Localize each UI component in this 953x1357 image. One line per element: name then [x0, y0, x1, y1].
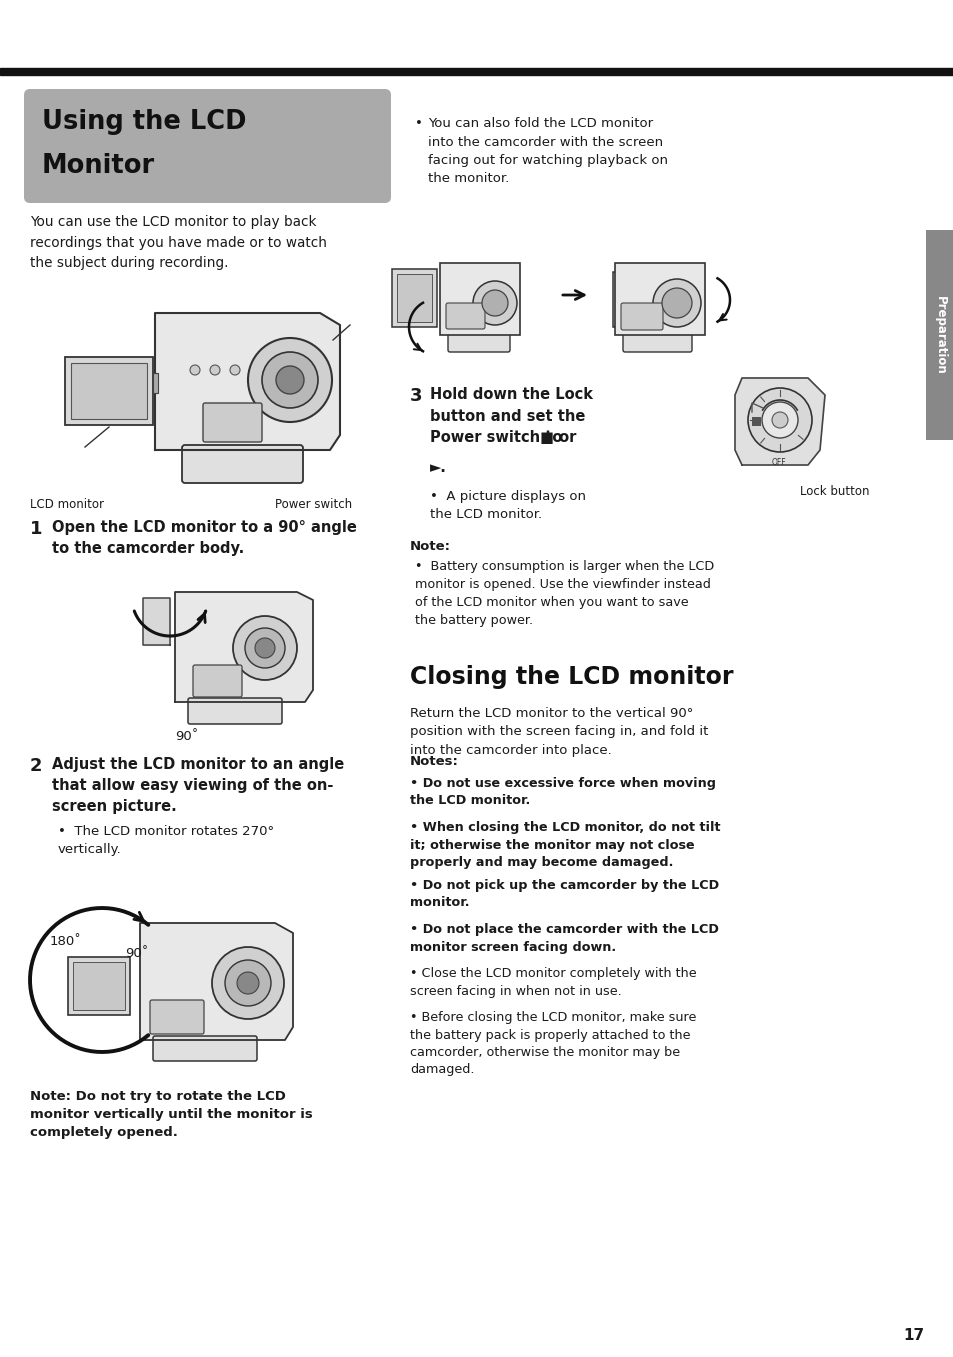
Circle shape [473, 281, 517, 324]
FancyBboxPatch shape [24, 90, 391, 204]
Text: Monitor: Monitor [42, 153, 155, 179]
Text: OFF: OFF [771, 459, 786, 467]
Circle shape [236, 972, 258, 993]
Text: #888888: #888888 [939, 332, 940, 338]
Bar [396, 274, 432, 322]
Text: 90˚: 90˚ [174, 730, 198, 744]
Text: Power switch: Power switch [274, 498, 352, 512]
Circle shape [248, 338, 332, 422]
Bar [68, 957, 130, 1015]
FancyBboxPatch shape [152, 1035, 256, 1061]
FancyBboxPatch shape [622, 331, 691, 351]
Text: Preparation: Preparation [933, 296, 945, 375]
Circle shape [210, 365, 220, 375]
Text: •  A picture displays on
the LCD monitor.: • A picture displays on the LCD monitor. [430, 490, 585, 521]
Circle shape [225, 959, 271, 1006]
Polygon shape [734, 379, 824, 465]
Text: 90˚: 90˚ [125, 947, 148, 959]
Text: You can also fold the LCD monitor
into the camcorder with the screen
facing out : You can also fold the LCD monitor into t… [428, 117, 667, 186]
Text: •  The LCD monitor rotates 270°
vertically.: • The LCD monitor rotates 270° verticall… [58, 825, 274, 856]
Text: • Close the LCD monitor completely with the
screen facing in when not in use.: • Close the LCD monitor completely with … [410, 968, 696, 997]
Text: LCD monitor: LCD monitor [30, 498, 104, 512]
Bar [392, 269, 436, 327]
Bar [152, 373, 158, 394]
Text: Note: Do not try to rotate the LCD
monitor vertically until the monitor is
compl: Note: Do not try to rotate the LCD monit… [30, 1090, 313, 1139]
Bar [65, 357, 152, 425]
Text: Return the LCD monitor to the vertical 90°
position with the screen facing in, a: Return the LCD monitor to the vertical 9… [410, 707, 708, 757]
Polygon shape [140, 923, 293, 1039]
Text: Note:: Note: [410, 540, 451, 554]
Text: 17: 17 [902, 1329, 923, 1343]
FancyBboxPatch shape [150, 1000, 204, 1034]
Bar [615, 263, 704, 335]
Circle shape [190, 365, 200, 375]
Text: 3: 3 [410, 387, 422, 404]
FancyBboxPatch shape [193, 665, 242, 697]
FancyBboxPatch shape [188, 697, 282, 725]
Text: Notes:: Notes: [410, 754, 458, 768]
Text: ►.: ►. [430, 460, 446, 475]
FancyBboxPatch shape [448, 331, 510, 351]
Circle shape [661, 288, 691, 318]
Circle shape [262, 351, 317, 408]
Text: Lock button: Lock button [800, 484, 868, 498]
Text: Closing the LCD monitor: Closing the LCD monitor [410, 665, 733, 689]
FancyBboxPatch shape [446, 303, 484, 328]
Circle shape [245, 628, 285, 668]
Circle shape [233, 616, 296, 680]
Text: 2: 2 [30, 757, 43, 775]
Polygon shape [143, 598, 170, 645]
Bar [0, 68, 953, 75]
Text: • Do not pick up the camcorder by the LCD
monitor.: • Do not pick up the camcorder by the LC… [410, 879, 719, 909]
Circle shape [212, 947, 284, 1019]
Bar [439, 263, 519, 335]
Bar [925, 229, 953, 440]
Text: Using the LCD: Using the LCD [42, 109, 246, 134]
Text: 180˚: 180˚ [50, 935, 82, 949]
Text: Hold down the Lock
button and set the
Power switch to: Hold down the Lock button and set the Po… [430, 387, 593, 445]
Circle shape [652, 280, 700, 327]
Circle shape [254, 638, 274, 658]
FancyBboxPatch shape [203, 403, 262, 442]
Text: • When closing the LCD monitor, do not tilt
it; otherwise the monitor may not cl: • When closing the LCD monitor, do not t… [410, 821, 720, 868]
Text: Open the LCD monitor to a 90° angle
to the camcorder body.: Open the LCD monitor to a 90° angle to t… [52, 520, 356, 556]
Bar [613, 271, 624, 327]
FancyBboxPatch shape [620, 303, 662, 330]
Polygon shape [154, 313, 339, 451]
Bar [751, 417, 760, 426]
Text: You can use the LCD monitor to play back
recordings that you have made or to wat: You can use the LCD monitor to play back… [30, 214, 327, 270]
Circle shape [771, 413, 787, 427]
Circle shape [747, 388, 811, 452]
Circle shape [761, 402, 797, 438]
Circle shape [275, 366, 304, 394]
Text: • Before closing the LCD monitor, make sure
the battery pack is properly attache: • Before closing the LCD monitor, make s… [410, 1011, 696, 1076]
Text: Adjust the LCD monitor to an angle
that allow easy viewing of the on-
screen pic: Adjust the LCD monitor to an angle that … [52, 757, 344, 814]
Text: •: • [415, 117, 422, 130]
Text: •  Battery consumption is larger when the LCD
monitor is opened. Use the viewfin: • Battery consumption is larger when the… [415, 560, 714, 627]
Text: • Do not use excessive force when moving
the LCD monitor.: • Do not use excessive force when moving… [410, 778, 716, 807]
Bar [73, 962, 125, 1010]
FancyBboxPatch shape [182, 445, 303, 483]
Circle shape [481, 290, 507, 316]
Text: • Do not place the camcorder with the LCD
monitor screen facing down.: • Do not place the camcorder with the LC… [410, 923, 719, 954]
Text: 1: 1 [30, 520, 43, 537]
Bar [71, 364, 147, 419]
Text: ■ or: ■ or [535, 430, 576, 445]
Circle shape [230, 365, 240, 375]
Polygon shape [174, 592, 313, 702]
